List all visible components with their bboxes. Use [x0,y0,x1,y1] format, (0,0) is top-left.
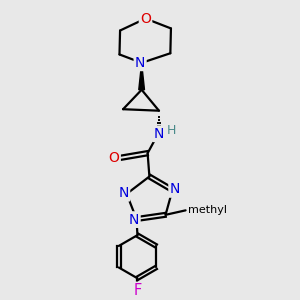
Text: O: O [109,151,119,165]
Polygon shape [139,63,145,90]
Text: N: N [129,213,139,226]
Text: N: N [118,186,129,200]
Text: N: N [153,127,164,141]
Text: N: N [135,56,145,70]
Text: O: O [140,12,151,26]
Text: H: H [167,124,176,137]
Text: N: N [169,182,180,197]
Text: methyl: methyl [188,205,227,215]
Text: F: F [133,283,142,298]
